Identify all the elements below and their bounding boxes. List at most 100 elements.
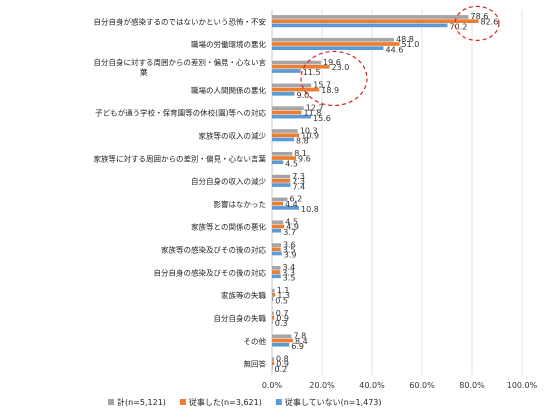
data-label: 3.3 [282,268,295,277]
bar [272,197,288,202]
data-label: 51.0 [402,40,420,49]
bar [272,60,321,65]
category-label: その他 [244,336,267,346]
data-label: 0.2 [275,365,288,374]
legend-swatch [179,399,186,405]
bar [272,110,302,115]
bar [272,243,281,247]
bar [272,251,282,256]
legend: 計(n=5,121) 従事した(n=3,621) 従事していない(n=1,473) [108,397,382,407]
bar [272,114,311,119]
bar [272,274,281,279]
data-label: 0.8 [276,354,289,363]
legend-label: 計(n=5,121) [117,397,166,407]
bar [272,361,275,366]
category-label: 子どもが通う学校・保育園等の休校(園)等への対応 [95,108,266,118]
x-tick-label: 80.0% [459,381,485,390]
data-label: 0.9 [276,360,289,369]
x-tick-label: 20.0% [309,381,335,390]
data-label: 3.4 [283,263,296,272]
data-label: 10.9 [301,131,319,140]
bar [272,266,281,270]
data-label: 9.6 [298,154,311,163]
bar [272,297,274,301]
x-tick-labels: 0.0% 20.0% 40.0% 60.0% 80.0% 100.0% [262,381,538,390]
bar [272,320,273,324]
category-label: 自分自身の失職 [214,313,267,323]
data-label: 82.6 [481,17,499,26]
data-label: 44.6 [386,45,404,54]
data-label: 7.3 [292,172,305,181]
bar [272,69,301,73]
bar [272,178,291,183]
data-label: 78.6 [471,12,489,21]
data-label: 48.8 [396,35,414,44]
bar [272,129,298,133]
category-label: 家族等に対する周囲からの差別・偏見・心ない言葉 [94,153,267,163]
x-tick-label: 40.0% [359,381,385,390]
data-label: 15.7 [313,81,331,90]
data-label: 7.4 [293,182,306,191]
bar [272,23,448,28]
data-label: 4.9 [286,223,299,232]
bar [272,365,273,370]
data-label: 10.8 [301,205,319,214]
bar [272,224,285,229]
category-label: 家族等の失職 [221,290,266,300]
data-label: 3.5 [283,246,296,255]
data-label: 4.4 [285,200,298,209]
data-label: 8.1 [294,149,307,158]
category-label: 家族等の感染及びその後の対応 [161,245,266,255]
category-label: 自分自身が感染するのではないかという恐怖・不安 [94,16,267,26]
data-label: 4.5 [285,159,298,168]
data-label: 8.8 [296,137,309,146]
bar [272,288,275,293]
category-label: 職場の人間関係の悪化 [191,85,266,95]
highlight-circle [454,5,500,42]
bar [272,206,299,210]
data-label: 1.1 [277,286,290,295]
data-label: 70.2 [450,23,468,32]
category-label-cont: 葉 [140,67,148,77]
data-label: 0.9 [276,314,289,323]
data-label: 6.9 [291,342,304,351]
data-label: 3.6 [283,240,296,249]
category-label: 影響はなかった [214,199,267,209]
data-label: 8.4 [295,337,308,346]
data-label: 18.9 [321,86,339,95]
bar [272,270,281,274]
bar [272,247,281,252]
x-tick-label: 60.0% [409,381,435,390]
bars [272,15,479,370]
bar [272,174,291,179]
data-label: 0.5 [275,296,288,305]
highlight-circle [300,50,368,107]
data-label: 6.2 [290,195,303,204]
legend-swatch [108,399,114,405]
category-label: 自分自身に対する周囲からの差別・偏見・心ない言 [94,57,267,67]
gridlines [271,10,523,375]
bar [272,342,290,347]
data-label: 19.6 [323,58,341,67]
data-label: 0.3 [275,319,288,328]
category-label: 家族等の収入の減少 [199,130,267,140]
data-label: 15.6 [313,114,331,123]
bar [272,42,400,46]
bar [272,201,283,206]
bar [272,311,274,316]
data-label: 12.7 [306,103,324,112]
bar [272,64,330,69]
bar [272,151,293,156]
x-tick-label: 100.0% [507,381,538,390]
x-tick-label: 0.0% [262,381,283,390]
bar [272,137,294,142]
bar [272,19,479,24]
legend-swatch [275,399,282,405]
bar [272,46,384,51]
data-label: 9.0 [297,91,310,100]
bar [272,220,284,225]
data-label: 11.8 [304,109,322,118]
bar [272,156,296,160]
data-label: 3.5 [283,274,296,283]
bar [272,37,394,42]
